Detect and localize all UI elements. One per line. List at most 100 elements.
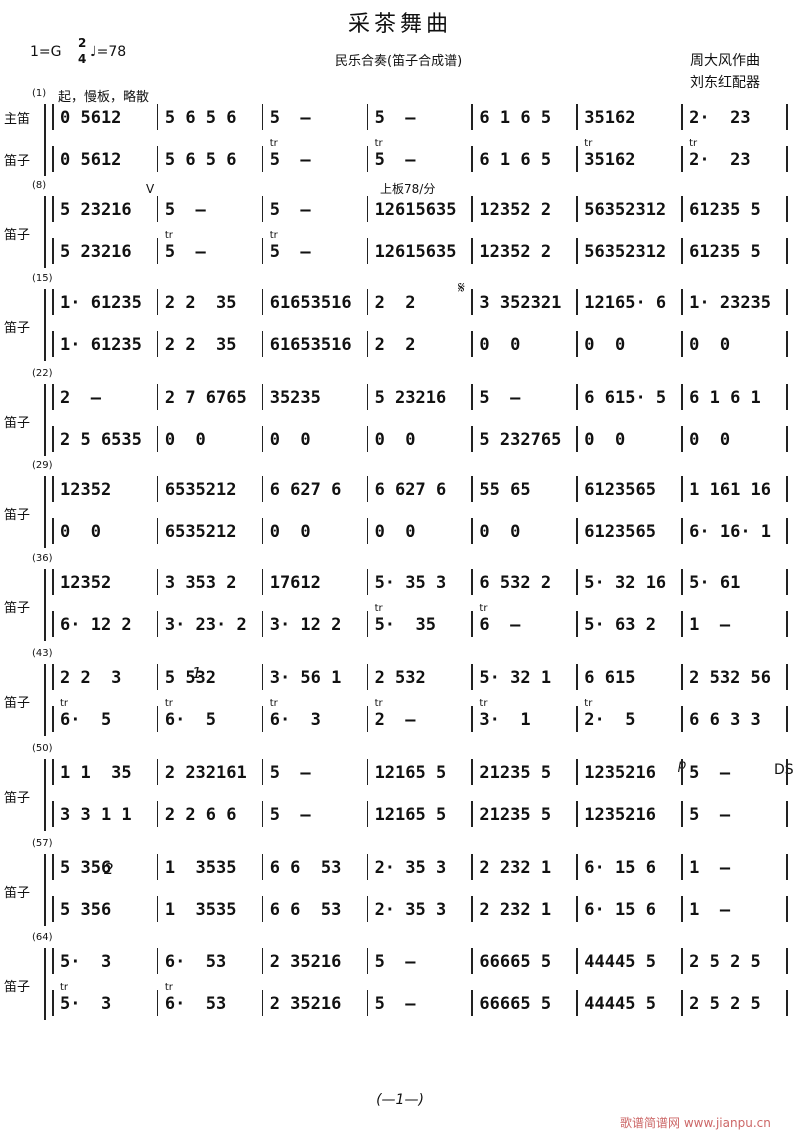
barline: [576, 238, 578, 264]
notation: 66665 5: [479, 994, 552, 1014]
volta-2: 2: [104, 860, 114, 878]
notation: 0 5612: [60, 108, 122, 128]
notation: 3 3 1 1: [60, 805, 132, 825]
barline: [786, 896, 788, 922]
trill: tr: [689, 138, 698, 149]
notation: 1 –: [689, 900, 731, 920]
barline: [52, 518, 54, 544]
notation: 5 –: [374, 952, 416, 972]
page-number: (—1—): [376, 1092, 424, 1108]
barline: [786, 331, 788, 357]
barline: [52, 289, 54, 315]
notation: 5· 3: [60, 952, 112, 972]
notation: 1· 61235: [60, 335, 142, 355]
barline: [576, 896, 578, 922]
notation: 5 –: [689, 805, 731, 825]
notation: 6 6 3 3: [689, 710, 761, 730]
notation: 0 0: [584, 335, 626, 355]
notation: 0 0: [689, 335, 731, 355]
notation: 6 627 6: [374, 480, 447, 500]
notation: 61653516: [269, 335, 352, 355]
notation: 6· 53: [164, 994, 227, 1014]
part-label: 笛子: [4, 696, 31, 711]
barline: [576, 948, 578, 974]
barline: [786, 948, 788, 974]
barline: [366, 384, 369, 410]
notation: 5 356: [60, 858, 112, 878]
barline: [261, 196, 264, 222]
notation: 5 6 5 6: [164, 108, 237, 128]
barline: [156, 196, 159, 222]
barline: [576, 801, 578, 827]
notation: 2 5 6535: [60, 430, 142, 450]
notation: 0 0: [479, 335, 521, 355]
barline: [786, 990, 788, 1016]
notation: 5 –: [689, 763, 731, 783]
barline: [156, 664, 159, 690]
barline: [261, 518, 264, 544]
barline: [576, 104, 578, 130]
notation: 17612: [269, 573, 321, 593]
notation: 5· 35 3: [374, 573, 447, 593]
notation: 6 532 2: [479, 573, 552, 593]
barline: [681, 896, 683, 922]
barline: [156, 289, 159, 315]
barline: [156, 948, 159, 974]
notation: 5 232765: [479, 430, 562, 450]
part-label: 笛子: [4, 791, 31, 806]
tempo-change: 上板78/分: [380, 182, 436, 196]
time-bottom: 4: [78, 52, 87, 66]
barline: [681, 476, 683, 502]
barline: [156, 426, 159, 452]
barline: [576, 990, 578, 1016]
barline: [681, 611, 683, 637]
notation: 1 3535: [164, 900, 237, 920]
notation: 1235216: [584, 763, 656, 783]
barline: [366, 146, 369, 172]
barline: [681, 384, 683, 410]
barline: [156, 854, 159, 880]
barline: [366, 426, 369, 452]
barline: [681, 759, 683, 785]
notation: 1235216: [584, 805, 656, 825]
bracket: [44, 664, 46, 736]
barline: [576, 331, 578, 357]
barline: [786, 759, 788, 785]
barline: [52, 896, 54, 922]
barline: [261, 426, 264, 452]
barline: [471, 476, 473, 502]
notation: 5 356: [60, 900, 112, 920]
barline: [471, 384, 473, 410]
volta-1: 1: [192, 664, 202, 682]
notation: 2· 5: [584, 710, 636, 730]
barline: [681, 569, 683, 595]
part-label: 笛子: [4, 508, 31, 523]
barline: [471, 289, 473, 315]
barline: [471, 518, 473, 544]
barline: [366, 854, 369, 880]
barline: [471, 664, 473, 690]
notation: 5· 61: [689, 573, 741, 593]
barline: [681, 990, 683, 1016]
barline: [471, 331, 473, 357]
barline: [366, 289, 369, 315]
key: 1=G: [30, 44, 62, 60]
barline: [471, 948, 473, 974]
measure-number: (50): [32, 743, 53, 754]
barline: [156, 759, 159, 785]
notation: 12352: [60, 573, 112, 593]
barline: [471, 611, 473, 637]
barline: [261, 289, 264, 315]
notation: 2 2 3: [60, 668, 122, 688]
barline: [786, 426, 788, 452]
measure-number: (43): [32, 648, 53, 659]
notation: 12352: [60, 480, 112, 500]
notation: 6535212: [164, 480, 237, 500]
notation: 1 –: [689, 615, 731, 635]
barline: [156, 238, 159, 264]
notation: 6· 12 2: [60, 615, 132, 635]
barline: [576, 706, 578, 732]
barline: [52, 801, 54, 827]
barline: [576, 518, 578, 544]
barline: [471, 569, 473, 595]
